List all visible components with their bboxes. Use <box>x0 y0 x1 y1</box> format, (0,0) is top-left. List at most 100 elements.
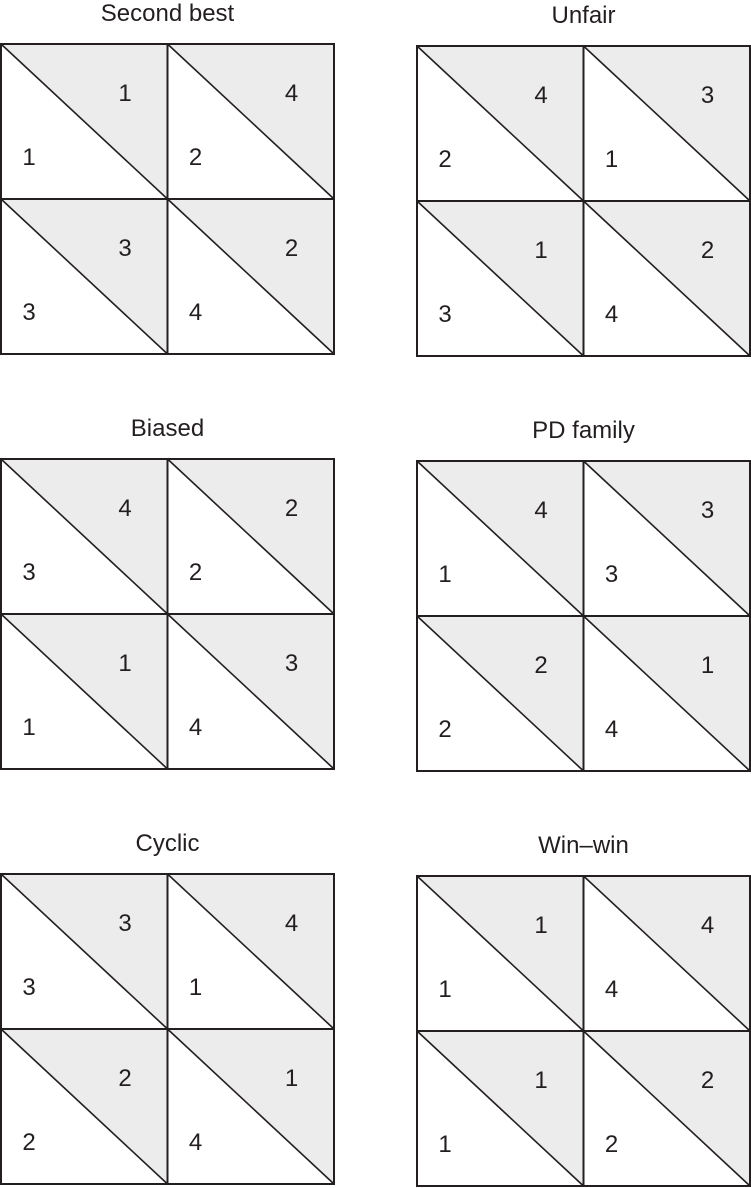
cell-diagonal <box>166 198 335 355</box>
cell-diagonal <box>0 613 169 770</box>
column-payoff: 1 <box>534 237 547 264</box>
panel-title: PD family <box>532 417 635 444</box>
matrix-cell: 31 <box>582 45 751 202</box>
column-payoff: 4 <box>534 497 547 524</box>
row-payoff: 3 <box>22 299 35 326</box>
cell-diagonal <box>416 615 585 772</box>
column-payoff: 1 <box>118 650 131 677</box>
matrix-cell: 33 <box>0 873 169 1030</box>
panel-title: Win–win <box>538 832 629 859</box>
matrix-cell: 11 <box>0 43 169 200</box>
cell-diagonal <box>416 460 585 617</box>
matrix-cell: 34 <box>166 613 335 770</box>
column-payoff: 1 <box>285 1065 298 1092</box>
cell-diagonal <box>0 198 169 355</box>
column-payoff: 4 <box>534 82 547 109</box>
row-payoff: 1 <box>438 561 451 588</box>
panel-title: Second best <box>101 0 235 27</box>
column-payoff: 3 <box>701 497 714 524</box>
row-payoff: 4 <box>189 299 202 326</box>
row-payoff: 4 <box>605 301 618 328</box>
column-payoff: 2 <box>285 495 298 522</box>
cell-diagonal <box>582 615 751 772</box>
row-payoff: 1 <box>438 976 451 1003</box>
row-payoff: 2 <box>189 144 202 171</box>
row-payoff: 4 <box>189 1129 202 1156</box>
row-payoff: 2 <box>605 1131 618 1158</box>
column-payoff: 1 <box>118 80 131 107</box>
matrix-cell: 11 <box>416 875 585 1032</box>
cell-diagonal <box>416 200 585 357</box>
matrix-cell: 33 <box>582 460 751 617</box>
matrix-cell: 24 <box>582 200 751 357</box>
column-payoff: 4 <box>285 910 298 937</box>
row-payoff: 1 <box>22 714 35 741</box>
row-payoff: 1 <box>22 144 35 171</box>
matrix-cell: 22 <box>582 1030 751 1187</box>
matrix-cell: 14 <box>166 1028 335 1185</box>
matrix-cell: 41 <box>166 873 335 1030</box>
column-payoff: 3 <box>701 82 714 109</box>
matrix-cell: 33 <box>0 198 169 355</box>
column-payoff: 4 <box>118 495 131 522</box>
row-payoff: 4 <box>605 976 618 1003</box>
column-payoff: 2 <box>285 235 298 262</box>
matrix-cell: 11 <box>0 613 169 770</box>
cell-border <box>582 1030 751 1187</box>
row-payoff: 1 <box>605 146 618 173</box>
matrix-cell: 42 <box>416 45 585 202</box>
cell-diagonal <box>582 460 751 617</box>
matrix-cell: 22 <box>416 615 585 772</box>
matrix-cell: 14 <box>582 615 751 772</box>
matrix-cell: 22 <box>166 458 335 615</box>
cell-diagonal <box>0 873 169 1030</box>
row-payoff: 1 <box>189 974 202 1001</box>
cell-diagonal <box>0 1028 169 1185</box>
cell-diagonal <box>582 875 751 1032</box>
panel-title: Unfair <box>551 2 615 29</box>
cell-border <box>166 613 335 770</box>
row-payoff: 2 <box>438 146 451 173</box>
column-payoff: 1 <box>534 912 547 939</box>
column-payoff: 2 <box>701 1067 714 1094</box>
column-payoff: 3 <box>285 650 298 677</box>
cell-diagonal <box>582 200 751 357</box>
column-payoff: 3 <box>118 910 131 937</box>
column-payoff: 1 <box>534 1067 547 1094</box>
panel-title: Biased <box>131 415 204 442</box>
matrix-cell: 24 <box>166 198 335 355</box>
cell-diagonal <box>416 1030 585 1187</box>
row-payoff: 3 <box>22 559 35 586</box>
matrix-cell: 44 <box>582 875 751 1032</box>
cell-diagonal <box>0 458 169 615</box>
row-payoff: 4 <box>605 716 618 743</box>
matrix-cell: 41 <box>416 460 585 617</box>
column-payoff: 2 <box>534 652 547 679</box>
cell-border <box>582 200 751 357</box>
cell-diagonal <box>166 613 335 770</box>
row-payoff: 3 <box>22 974 35 1001</box>
row-payoff: 2 <box>438 716 451 743</box>
cell-diagonal <box>416 45 585 202</box>
cell-diagonal <box>582 45 751 202</box>
cell-diagonal <box>582 1030 751 1187</box>
cell-diagonal <box>166 43 335 200</box>
matrix-cell: 42 <box>166 43 335 200</box>
cell-diagonal <box>166 1028 335 1185</box>
row-payoff: 3 <box>605 561 618 588</box>
cell-border <box>166 198 335 355</box>
row-payoff: 2 <box>189 559 202 586</box>
column-payoff: 4 <box>701 912 714 939</box>
column-payoff: 2 <box>118 1065 131 1092</box>
cell-border <box>166 1028 335 1185</box>
column-payoff: 1 <box>701 652 714 679</box>
row-payoff: 1 <box>438 1131 451 1158</box>
column-payoff: 4 <box>285 80 298 107</box>
panel-title: Cyclic <box>136 830 200 857</box>
row-payoff: 3 <box>438 301 451 328</box>
